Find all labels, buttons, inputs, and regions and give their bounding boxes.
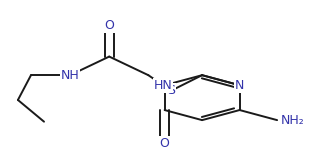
Text: S: S [167,84,175,97]
Text: NH: NH [61,69,80,82]
Text: O: O [104,19,114,32]
Text: O: O [160,137,170,150]
Text: HN: HN [154,79,172,92]
Text: NH₂: NH₂ [280,114,304,127]
Text: N: N [235,79,244,92]
